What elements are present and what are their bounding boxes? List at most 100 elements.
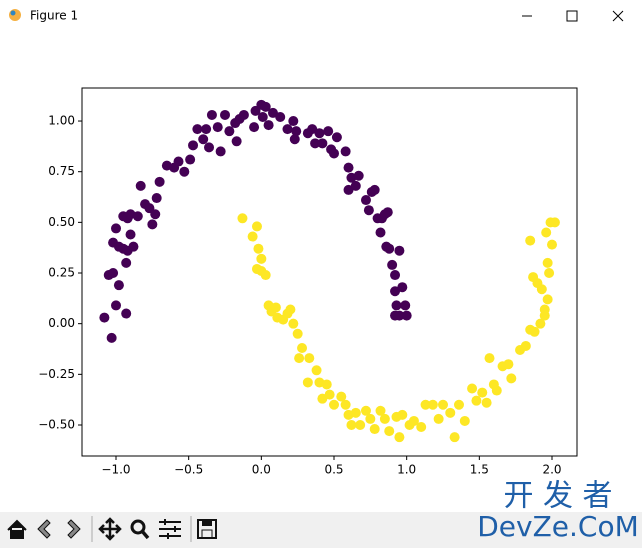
scatter-point: [459, 415, 470, 426]
scatter-point: [379, 413, 390, 424]
scatter-point: [390, 286, 401, 297]
scatter-point: [397, 409, 408, 420]
scatter-point: [350, 180, 361, 191]
scatter-point: [547, 239, 558, 250]
home-button[interactable]: [7, 519, 27, 539]
maximize-button[interactable]: [566, 10, 578, 22]
scatter-point: [302, 377, 313, 388]
scatter-point: [343, 162, 354, 173]
x-tick-label: 0.5: [324, 463, 343, 477]
scatter-point: [256, 253, 267, 264]
configure-button[interactable]: [159, 519, 181, 539]
scatter-point: [471, 395, 482, 406]
forward-button[interactable]: [67, 519, 81, 539]
scatter-point: [151, 193, 162, 204]
scatter-point: [192, 124, 203, 135]
scatter-point: [292, 328, 303, 339]
scatter-point: [106, 332, 117, 343]
x-tick-label: −1.0: [101, 463, 130, 477]
scatter-point: [121, 308, 132, 319]
scatter-point: [375, 405, 386, 416]
y-tick-label: 0.75: [48, 164, 75, 178]
scatter-point: [147, 219, 158, 230]
scatter-point: [340, 146, 351, 157]
app-icon: [9, 9, 21, 21]
scatter-point: [121, 257, 132, 268]
scatter-point: [481, 397, 492, 408]
scatter-point: [215, 146, 226, 157]
scatter-point: [445, 407, 456, 418]
watermark-line2: DevZe.CoM: [477, 510, 639, 543]
scatter-point: [206, 109, 217, 120]
scatter-point: [416, 422, 427, 433]
scatter-point: [394, 432, 405, 443]
scatter-point: [536, 284, 547, 295]
scatter-point: [329, 399, 340, 410]
scatter-point: [384, 426, 395, 437]
y-tick-label: −0.50: [38, 417, 75, 431]
y-tick-label: 1.00: [48, 114, 75, 128]
scatter-point: [369, 184, 380, 195]
zoom-button[interactable]: [130, 519, 150, 540]
scatter-point: [453, 399, 464, 410]
scatter-point: [323, 126, 334, 137]
scatter-point: [542, 294, 553, 305]
pan-button[interactable]: [98, 517, 122, 541]
scatter-point: [331, 132, 342, 143]
scatter-point: [491, 385, 502, 396]
scatter-point: [329, 148, 340, 159]
scatter-point: [251, 221, 262, 232]
x-tick-label: −0.5: [174, 463, 203, 477]
scatter-point: [288, 318, 299, 329]
scatter-point: [297, 342, 308, 353]
scatter-point: [201, 124, 212, 135]
scatter-point: [384, 243, 395, 254]
y-tick-label: −0.25: [38, 367, 75, 381]
scatter-point: [382, 207, 393, 218]
scatter-point: [420, 399, 431, 410]
close-button[interactable]: [612, 10, 624, 22]
plot-area: [81, 87, 578, 457]
scatter-point: [132, 211, 143, 222]
x-tick-label: 1.0: [397, 463, 416, 477]
scatter-point: [99, 312, 110, 323]
scatter-point: [321, 379, 332, 390]
watermark-line1: 开 发 者: [503, 479, 612, 514]
scatter-point: [360, 195, 371, 206]
scatter-point: [154, 176, 165, 187]
scatter-point: [275, 111, 286, 122]
scatter-point: [253, 243, 264, 254]
scatter-point: [285, 304, 296, 315]
scatter-point: [427, 399, 438, 410]
scatter-point: [260, 270, 271, 281]
scatter-point: [150, 209, 161, 220]
scatter-point: [212, 122, 223, 133]
scatter-point: [224, 126, 235, 137]
window-title: Figure 1: [30, 9, 78, 23]
scatter-point: [260, 101, 271, 112]
scatter-point: [387, 259, 398, 270]
scatter-point: [324, 389, 335, 400]
scatter-point: [179, 166, 190, 177]
scatter-point: [294, 353, 305, 364]
scatter-point: [314, 128, 325, 139]
scatter-point: [400, 300, 411, 311]
scatter-point: [438, 399, 449, 410]
scatter-point: [401, 310, 412, 321]
scatter-point: [238, 109, 249, 120]
scatter-point: [542, 257, 553, 268]
scatter-point: [185, 154, 196, 165]
scatter-point: [350, 407, 361, 418]
scatter-point: [125, 229, 136, 240]
scatter-point: [397, 282, 408, 293]
scatter-point: [369, 424, 380, 435]
scatter-point: [340, 399, 351, 410]
scatter-point: [198, 134, 209, 145]
y-tick-label: 0.25: [48, 266, 75, 280]
scatter-point: [263, 120, 274, 131]
y-tick-label: 0.00: [48, 316, 75, 330]
save-button[interactable]: [197, 519, 217, 539]
scatter-point: [484, 353, 495, 364]
back-button[interactable]: [37, 519, 51, 539]
